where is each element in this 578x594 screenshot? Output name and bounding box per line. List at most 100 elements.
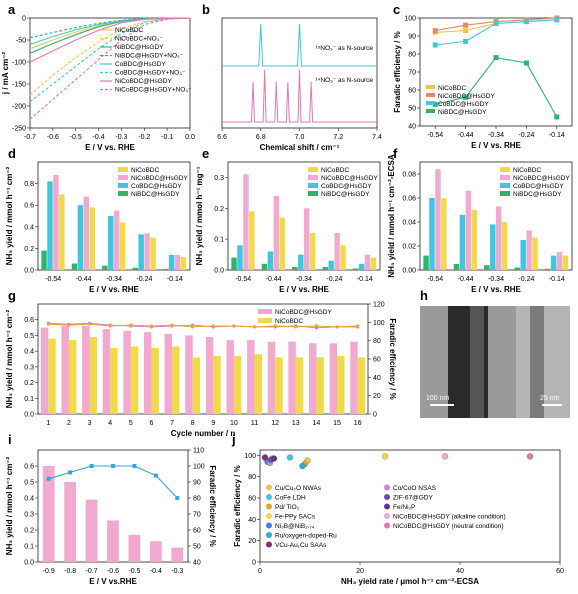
- legend-label-a: NiCoBDC: [115, 27, 143, 34]
- x-tick-label-a: -0.2: [138, 134, 150, 141]
- legend-swatch-f: [500, 175, 510, 180]
- x-tick-label-a: -0.1: [161, 134, 173, 141]
- bar-e: [309, 232, 316, 270]
- bar-f: [453, 264, 460, 270]
- bar-f: [435, 169, 441, 270]
- fe-point-c: [554, 114, 560, 120]
- bar-g: [337, 355, 345, 414]
- bar-d: [168, 254, 175, 270]
- bar-g: [172, 346, 180, 414]
- bar-d: [102, 265, 108, 270]
- bar-g: [185, 335, 193, 414]
- bar-g: [213, 355, 221, 414]
- y2-tick-label-g: 0: [373, 412, 377, 419]
- y-tick-label-d: 0.8: [24, 181, 34, 188]
- bar-d: [77, 205, 84, 270]
- legend-swatch-d: [118, 167, 128, 172]
- x-tick-label-e: -0.34: [296, 276, 312, 283]
- y2-tick-label-g: 80: [373, 338, 381, 345]
- bar-i: [85, 499, 98, 562]
- y2-tick-label-i: 40: [193, 560, 201, 567]
- y2-tick-label-i: 80: [193, 496, 201, 503]
- bar-e: [328, 260, 334, 270]
- legend-label-a: NiCoBDC@HsGDY+NO₃⁻: [115, 87, 192, 94]
- legend-label-f: NiBDC@HsGDY: [513, 191, 562, 198]
- x-tick-label-b: 7.2: [333, 134, 343, 141]
- bar-e: [304, 208, 310, 270]
- y-tick-label-c: 80: [408, 52, 416, 59]
- x-tick-label-f: -0.54: [427, 276, 443, 283]
- bar-g: [295, 357, 304, 414]
- x-axis-label-g: Cycle number / n: [171, 429, 236, 438]
- fe-point-c: [523, 19, 529, 25]
- bar-f: [526, 230, 532, 270]
- bar-g: [357, 357, 366, 414]
- bar-g: [61, 326, 69, 414]
- bar-g: [82, 326, 90, 414]
- bar-d: [119, 222, 126, 270]
- bar-e: [243, 174, 249, 270]
- legend-label-j: Ni₃B@NiB₂.₇₄: [275, 523, 315, 530]
- legend-swatch-e: [308, 191, 318, 196]
- x-axis-label-a: E / V vs. RHE: [85, 143, 135, 152]
- bar-g: [267, 341, 276, 414]
- bar-d: [174, 254, 181, 270]
- y-tick-label-g: 0.6: [24, 317, 34, 324]
- bar-f: [459, 214, 466, 270]
- x-tick-label-c: -0.14: [549, 132, 565, 139]
- y-tick-label-a: -50: [16, 38, 26, 45]
- y-tick-label-i: 0.6: [24, 464, 34, 471]
- y-tick-label-g: 0.4: [24, 349, 34, 356]
- y-tick-label-f: 0.00: [402, 268, 416, 275]
- y-tick-label-e: 0.1: [214, 237, 224, 244]
- x-tick-label-g: 2: [67, 420, 71, 427]
- legend-label-j: Fe/Ni₂P: [393, 504, 415, 511]
- bar-f: [520, 240, 526, 270]
- legend-label-a: NiBDC@HsGDY+NO₃⁻: [115, 53, 184, 60]
- legend-swatch-j: [384, 484, 390, 491]
- bar-e: [352, 268, 359, 270]
- y-tick-label-a: -200: [12, 104, 26, 111]
- x-tick-label-i: -0.8: [64, 568, 76, 575]
- bar-e: [364, 254, 371, 270]
- x-tick-label-j: 40: [456, 568, 464, 575]
- x-tick-label-i: -0.5: [128, 568, 140, 575]
- y-tick-label-g: 0.1: [24, 396, 34, 403]
- bar-i: [64, 482, 77, 562]
- fe-point-g: [273, 324, 277, 328]
- legend-swatch-j: [384, 503, 390, 510]
- fe-point-c: [523, 60, 529, 66]
- legend-label-a: CoBDC@HsGDY: [115, 61, 166, 68]
- legend-swatch-c: [426, 93, 435, 97]
- legend-label-j: ZIF-67@GDY: [393, 495, 433, 502]
- bar-e: [358, 263, 365, 270]
- legend-label-e: NiBDC@HsGDY: [321, 191, 370, 198]
- panel-label-i: i: [8, 432, 12, 447]
- x-tick-label-b: 6.6: [217, 134, 227, 141]
- scatter-point-j-5: [299, 462, 306, 470]
- fe-point-g: [129, 323, 133, 327]
- fe-point-c: [463, 94, 469, 100]
- fe-point-c: [432, 28, 438, 34]
- fe-point-g: [294, 325, 298, 329]
- y-tick-label-g: 0.3: [24, 364, 34, 371]
- bar-d: [53, 174, 59, 270]
- x-tick-label-f: -0.24: [518, 276, 534, 283]
- legend-label-c: NiBDC@HsGDY: [438, 109, 487, 116]
- legend-swatch-j: [266, 522, 272, 529]
- y2-axis-label-g: Faradic efficiency / %: [388, 318, 397, 399]
- panel-label-e: e: [202, 146, 209, 161]
- legend-label-g: NiCoBDC@HsGDY: [275, 309, 332, 316]
- y-tick-label-c: 70: [408, 70, 416, 77]
- bar-d: [89, 207, 95, 270]
- legend-swatch-j: [266, 494, 272, 500]
- y-tick-label-j: 20: [248, 538, 256, 545]
- x-tick-label-g: 12: [271, 420, 279, 427]
- panel-label-g: g: [8, 288, 16, 303]
- legend-swatch-f: [500, 191, 510, 196]
- x-tick-label-a: -0.5: [70, 134, 82, 141]
- bar-g: [350, 341, 358, 414]
- y-tick-label-c: 90: [408, 34, 416, 41]
- scatter-point-j-1: [286, 454, 294, 461]
